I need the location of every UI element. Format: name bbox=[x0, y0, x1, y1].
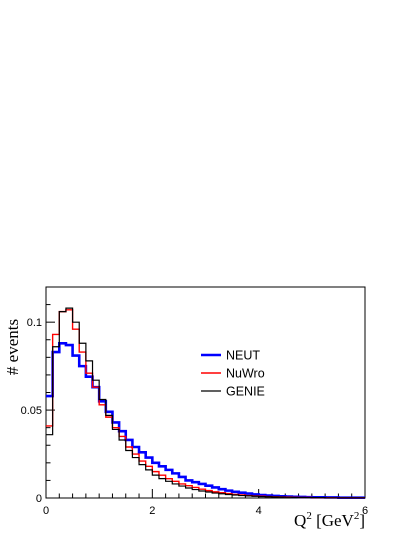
x-tick-label: 2 bbox=[149, 505, 155, 517]
series-line-genie bbox=[46, 307, 365, 499]
plot-frame bbox=[45, 286, 366, 499]
x-axis-title-q: Q bbox=[294, 511, 306, 530]
series-nuwro bbox=[46, 309, 365, 499]
x-tick-label: 0 bbox=[43, 505, 49, 517]
legend-label-neut: NEUT bbox=[226, 349, 260, 363]
y-tick-label: 0.05 bbox=[21, 405, 42, 417]
series-layer bbox=[46, 307, 365, 499]
x-tick-label: 6 bbox=[362, 505, 368, 517]
legend: NEUT NuWro GENIE bbox=[201, 349, 265, 399]
series-genie bbox=[46, 307, 365, 499]
series-line-nuwro bbox=[46, 309, 365, 499]
x-axis-title-close: ] bbox=[359, 511, 365, 530]
series-neut bbox=[46, 341, 365, 499]
y-tick-label: 0 bbox=[36, 493, 42, 505]
legend-label-genie: GENIE bbox=[226, 385, 265, 399]
y-tick-label: 0.1 bbox=[27, 317, 42, 329]
legend-label-nuwro: NuWro bbox=[226, 367, 265, 381]
y-axis-title: # events bbox=[3, 319, 22, 375]
axes: 0 2 4 6 0 0.05 0.1 bbox=[21, 286, 368, 517]
x-axis-title-unit: [GeV bbox=[312, 511, 355, 530]
x-axis-title-sup1: 2 bbox=[306, 510, 312, 522]
x-axis-title: Q2 [GeV2] bbox=[294, 510, 365, 530]
x-axis-title-sup2: 2 bbox=[354, 510, 360, 522]
x-tick-label: 4 bbox=[256, 505, 262, 517]
series-line-neut bbox=[46, 341, 365, 499]
